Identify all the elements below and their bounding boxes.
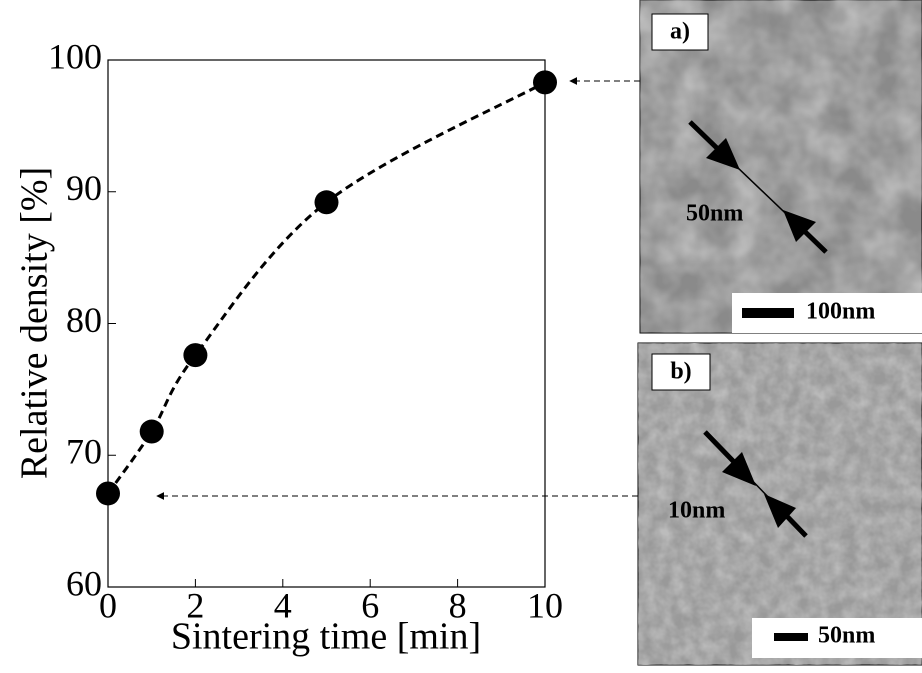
data-point — [533, 70, 557, 95]
data-point — [183, 343, 208, 368]
y-tick-label: 100 — [48, 36, 102, 76]
x-tick-label: 4 — [274, 585, 292, 625]
scale-label: 50nm — [818, 623, 875, 649]
y-tick-label: 90 — [66, 168, 102, 208]
feature-label: 50nm — [686, 201, 743, 227]
data-point — [96, 481, 120, 506]
y-tick-label: 70 — [66, 432, 102, 472]
panel-label: b) — [670, 359, 691, 385]
plot-frame — [107, 59, 546, 588]
micrograph-a: a) 50nm 100nm — [639, 0, 922, 334]
x-axis-label: Sintering time [min] — [171, 616, 481, 658]
trend-curve — [106, 81, 546, 495]
x-tick-label: 10 — [527, 585, 563, 625]
y-axis-label: Relative density [%] — [14, 167, 56, 479]
x-tick-label: 2 — [186, 585, 204, 625]
x-tick-label: 6 — [361, 585, 379, 625]
feature-label: 10nm — [668, 498, 725, 524]
data-point — [314, 190, 339, 215]
y-tick-label: 80 — [66, 300, 102, 340]
micrograph-b: b) 10nm 50nm — [637, 342, 922, 666]
data-point — [139, 419, 164, 444]
x-tick-label: 8 — [449, 585, 467, 625]
x-tick-label: 0 — [99, 585, 117, 625]
scale-label: 100nm — [806, 299, 875, 325]
y-tick-label: 60 — [66, 563, 102, 603]
panel-label: a) — [670, 19, 690, 45]
